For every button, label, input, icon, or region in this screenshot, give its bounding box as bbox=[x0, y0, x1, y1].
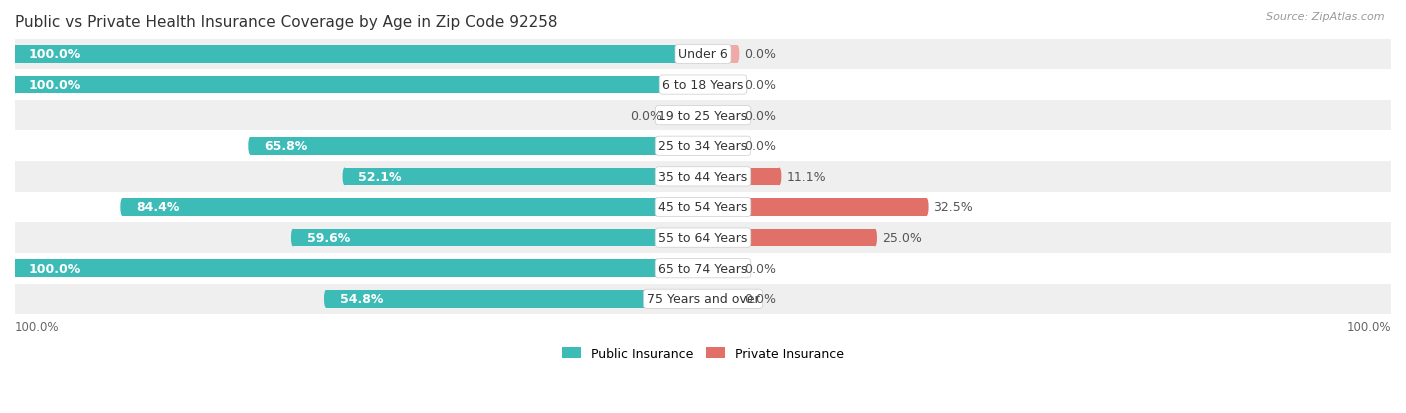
Bar bbox=[703, 290, 737, 308]
Bar bbox=[669, 107, 703, 125]
Text: 32.5%: 32.5% bbox=[934, 201, 973, 214]
Circle shape bbox=[735, 290, 740, 308]
Text: 55 to 64 Years: 55 to 64 Years bbox=[658, 232, 748, 244]
Bar bbox=[703, 199, 927, 216]
Text: 19 to 25 Years: 19 to 25 Years bbox=[658, 109, 748, 122]
Bar bbox=[15, 260, 703, 278]
Text: 100.0%: 100.0% bbox=[28, 262, 82, 275]
Text: 54.8%: 54.8% bbox=[340, 292, 382, 306]
Text: 75 Years and over: 75 Years and over bbox=[647, 292, 759, 306]
Text: 0.0%: 0.0% bbox=[744, 48, 776, 61]
Bar bbox=[703, 76, 737, 94]
Circle shape bbox=[702, 168, 704, 186]
Text: 45 to 54 Years: 45 to 54 Years bbox=[658, 201, 748, 214]
Bar bbox=[292, 229, 703, 247]
Text: 0.0%: 0.0% bbox=[744, 292, 776, 306]
Circle shape bbox=[343, 168, 346, 186]
Circle shape bbox=[702, 46, 704, 64]
Circle shape bbox=[121, 199, 124, 216]
Text: 100.0%: 100.0% bbox=[28, 79, 82, 92]
Circle shape bbox=[702, 107, 704, 125]
Text: 6 to 18 Years: 6 to 18 Years bbox=[662, 79, 744, 92]
Text: 0.0%: 0.0% bbox=[744, 109, 776, 122]
Circle shape bbox=[873, 229, 877, 247]
Circle shape bbox=[735, 46, 740, 64]
Bar bbox=[703, 229, 875, 247]
Circle shape bbox=[702, 260, 704, 278]
Text: 52.1%: 52.1% bbox=[359, 171, 402, 183]
Circle shape bbox=[702, 138, 704, 155]
Text: Public vs Private Health Insurance Coverage by Age in Zip Code 92258: Public vs Private Health Insurance Cover… bbox=[15, 15, 558, 30]
Circle shape bbox=[702, 168, 704, 186]
Circle shape bbox=[735, 107, 740, 125]
Text: 100.0%: 100.0% bbox=[15, 320, 59, 333]
Circle shape bbox=[702, 199, 704, 216]
Circle shape bbox=[702, 76, 704, 94]
Text: 65 to 74 Years: 65 to 74 Years bbox=[658, 262, 748, 275]
Text: 11.1%: 11.1% bbox=[786, 171, 825, 183]
Circle shape bbox=[291, 229, 295, 247]
Circle shape bbox=[702, 229, 704, 247]
Bar bbox=[703, 168, 779, 186]
Bar bbox=[15, 284, 1391, 314]
Circle shape bbox=[702, 199, 704, 216]
Bar bbox=[344, 168, 703, 186]
Text: 100.0%: 100.0% bbox=[28, 48, 82, 61]
Bar bbox=[703, 138, 737, 155]
Bar bbox=[703, 46, 737, 64]
Bar bbox=[15, 192, 1391, 223]
Circle shape bbox=[925, 199, 928, 216]
Bar bbox=[122, 199, 703, 216]
Circle shape bbox=[735, 138, 740, 155]
Circle shape bbox=[702, 107, 704, 125]
Bar bbox=[15, 101, 1391, 131]
Circle shape bbox=[666, 107, 671, 125]
Text: 25.0%: 25.0% bbox=[882, 232, 922, 244]
Bar bbox=[15, 76, 703, 94]
Bar bbox=[250, 138, 703, 155]
Circle shape bbox=[735, 76, 740, 94]
Bar bbox=[15, 223, 1391, 253]
Circle shape bbox=[735, 260, 740, 278]
Circle shape bbox=[323, 290, 328, 308]
Circle shape bbox=[702, 290, 704, 308]
Bar bbox=[15, 131, 1391, 161]
Circle shape bbox=[702, 260, 704, 278]
Text: 84.4%: 84.4% bbox=[136, 201, 180, 214]
Text: 59.6%: 59.6% bbox=[307, 232, 350, 244]
Circle shape bbox=[702, 229, 704, 247]
Text: Source: ZipAtlas.com: Source: ZipAtlas.com bbox=[1267, 12, 1385, 22]
Circle shape bbox=[13, 46, 17, 64]
Circle shape bbox=[702, 290, 704, 308]
Circle shape bbox=[702, 138, 704, 155]
Bar bbox=[15, 70, 1391, 101]
Text: 0.0%: 0.0% bbox=[744, 79, 776, 92]
Bar bbox=[15, 40, 1391, 70]
Text: 65.8%: 65.8% bbox=[264, 140, 308, 153]
Text: 0.0%: 0.0% bbox=[630, 109, 662, 122]
Circle shape bbox=[778, 168, 782, 186]
Text: 100.0%: 100.0% bbox=[1347, 320, 1391, 333]
Text: 0.0%: 0.0% bbox=[744, 140, 776, 153]
Circle shape bbox=[13, 76, 17, 94]
Circle shape bbox=[702, 46, 704, 64]
Bar bbox=[703, 260, 737, 278]
Text: Under 6: Under 6 bbox=[678, 48, 728, 61]
Bar bbox=[15, 46, 703, 64]
Text: 25 to 34 Years: 25 to 34 Years bbox=[658, 140, 748, 153]
Text: 0.0%: 0.0% bbox=[744, 262, 776, 275]
Legend: Public Insurance, Private Insurance: Public Insurance, Private Insurance bbox=[557, 342, 849, 365]
Bar bbox=[326, 290, 703, 308]
Text: 35 to 44 Years: 35 to 44 Years bbox=[658, 171, 748, 183]
Circle shape bbox=[13, 260, 17, 278]
Circle shape bbox=[702, 76, 704, 94]
Bar bbox=[15, 161, 1391, 192]
Circle shape bbox=[249, 138, 252, 155]
Bar bbox=[15, 253, 1391, 284]
Bar bbox=[703, 107, 737, 125]
